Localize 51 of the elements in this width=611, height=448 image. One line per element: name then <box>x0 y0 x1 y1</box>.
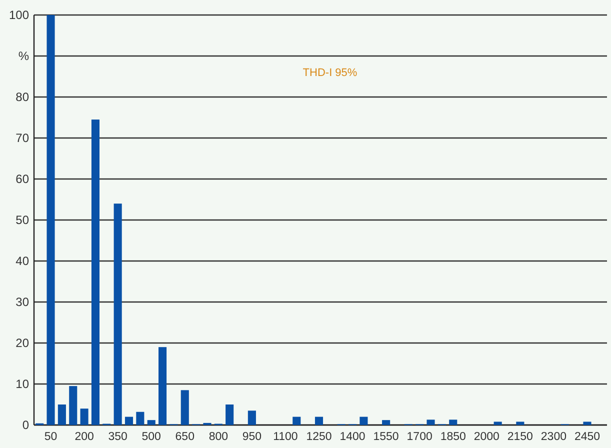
x-tick-label: 500 <box>142 431 161 443</box>
y-tick-label: 50 <box>16 213 30 228</box>
y-tick-label: 10 <box>16 377 30 392</box>
y-tick-label: 100 <box>8 8 30 22</box>
x-tick-label: 1400 <box>340 431 366 443</box>
x-tick-label: 1100 <box>273 431 298 443</box>
x-tick-label: 200 <box>74 431 94 443</box>
x-tick-label: 800 <box>208 431 228 443</box>
x-tick-label: 50 <box>44 431 58 443</box>
bar <box>516 422 524 425</box>
bar <box>494 422 502 425</box>
bar <box>449 420 458 425</box>
bar <box>136 412 144 425</box>
y-tick-label: 0 <box>22 418 30 432</box>
x-tick-label: 650 <box>175 431 194 443</box>
x-tick-label: 2150 <box>507 431 533 443</box>
y-tick-label: % <box>18 49 30 64</box>
y-tick-label: 20 <box>16 336 30 350</box>
bar <box>226 404 234 425</box>
x-tick-label: 350 <box>108 431 128 443</box>
bar <box>314 416 324 425</box>
annotation: THD-I 95% <box>302 67 358 79</box>
bar <box>58 404 66 425</box>
y-tick-label: 60 <box>16 172 30 186</box>
x-tick-label: 1250 <box>306 431 332 443</box>
bar <box>124 416 134 425</box>
y-tick-label: 80 <box>16 90 30 104</box>
bar <box>91 120 100 425</box>
x-tick-label: 2300 <box>540 431 567 443</box>
bar <box>114 204 122 425</box>
x-tick-label: 1850 <box>440 431 466 443</box>
bar <box>583 422 592 425</box>
x-tick-label: 950 <box>242 431 262 443</box>
bar <box>180 390 189 425</box>
bar <box>46 15 55 425</box>
bar <box>360 416 368 425</box>
bar <box>69 386 78 425</box>
y-tick-label: 70 <box>16 131 30 146</box>
bar <box>147 420 156 425</box>
bar <box>80 408 88 425</box>
x-tick-label: 1550 <box>373 431 399 443</box>
y-tick-label: 30 <box>16 295 30 310</box>
bar <box>248 410 256 425</box>
x-tick-label: 2450 <box>574 431 600 443</box>
x-tick-label: 2000 <box>474 431 500 443</box>
bar <box>158 347 167 425</box>
x-tick-label: 1700 <box>406 431 432 443</box>
y-tick-label: 40 <box>16 254 30 268</box>
bar <box>382 420 390 425</box>
bar <box>426 420 435 425</box>
bar <box>292 416 301 425</box>
